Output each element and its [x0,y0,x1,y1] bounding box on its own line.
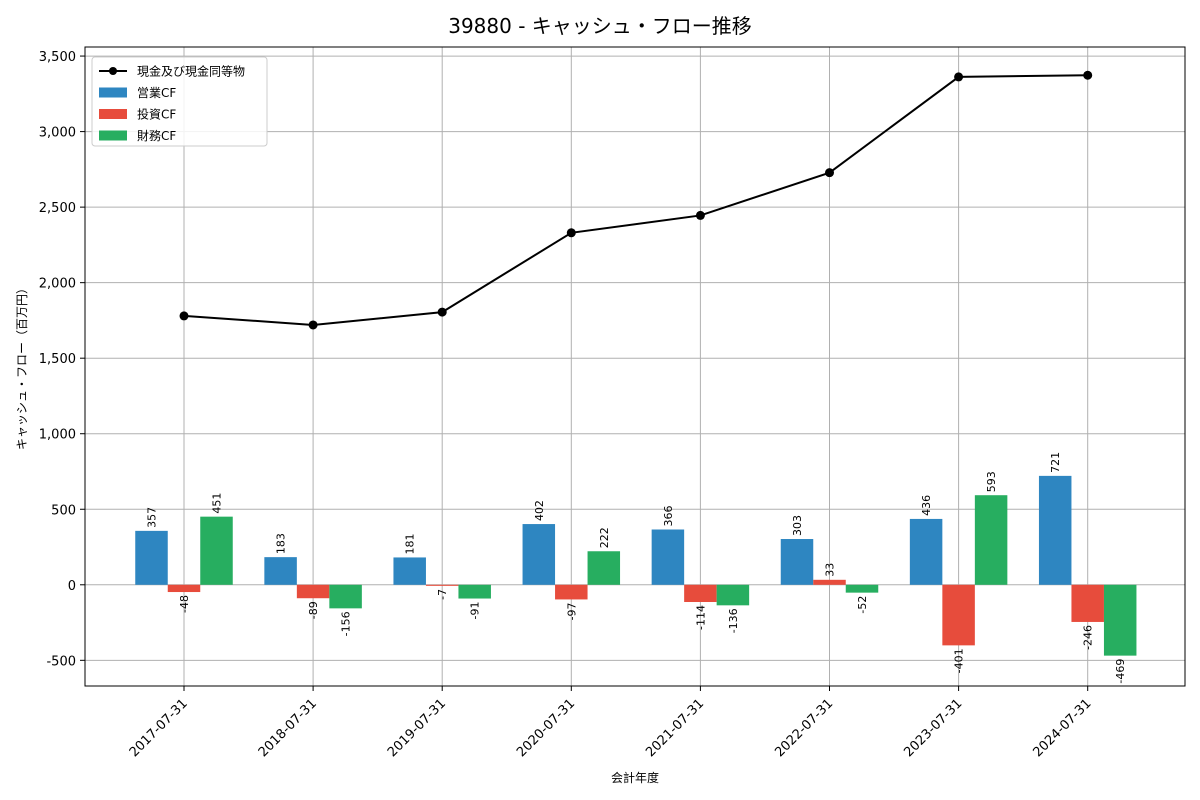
bar-営業CF [1038,475,1072,585]
bar-財務CF [587,551,621,585]
bar-value-label: 593 [985,471,998,492]
bar-value-label: 357 [146,507,159,528]
bar-営業CF [909,518,943,585]
bar-営業CF [780,539,814,585]
legend-swatch-営業CF [99,87,127,98]
x-tick-label: 2023-07-31 [901,696,965,760]
bar-財務CF [200,516,233,585]
y-axis-label: キャッシュ・フロー（百万円） [15,282,29,450]
bar-財務CF [1103,584,1137,656]
bar-value-label: 33 [824,563,837,577]
bar-営業CF [135,530,168,585]
bar-投資CF [942,584,975,646]
bar-value-label: 402 [533,500,546,521]
bar-labels-group: 357 183 181 402 366 303 436 721 -48 -89 -7 -97 -114 3… [146,452,1128,684]
bar-value-label: 366 [662,505,675,526]
y-tick-label: 500 [51,503,76,518]
y-tick-label: 2,500 [39,201,76,216]
bar-投資CF [425,584,459,586]
legend-label: 現金及び現金同等物 [137,64,245,79]
legend-swatch-marker [109,67,117,75]
bar-value-label: -48 [178,595,191,613]
bar-財務CF [716,584,750,606]
x-tick-label: 2021-07-31 [643,696,707,760]
bar-value-label: -114 [694,605,707,630]
bar-営業CF [264,557,297,585]
cash-balance-point [695,210,705,220]
bar-value-label: 222 [598,527,611,548]
bars-group [135,475,1137,656]
bar-value-label: -52 [856,596,869,614]
bar-value-label: -97 [565,602,578,620]
plot-frame [84,46,1186,687]
y-tick-label: 3,000 [39,126,76,141]
cash-balance-point [825,168,834,178]
bar-財務CF [329,584,362,609]
bar-value-label: 303 [791,515,804,536]
y-tick-label: 3,500 [39,50,76,65]
line-series-group [179,70,1093,330]
bar-value-label: -7 [436,589,449,600]
bar-営業CF [651,529,685,585]
bar-value-label: -246 [1082,625,1095,650]
x-axis-label: 会計年度 [611,770,659,785]
x-tick-label: 2019-07-31 [385,696,449,760]
bar-value-label: -91 [469,602,482,620]
cash-balance-point [1083,70,1093,80]
cash-balance-point [566,228,576,238]
x-axis-ticks: 2017-07-31 2018-07-31 2019-07-31 2020-07-31… [127,686,1095,760]
bar-value-label: -469 [1114,659,1127,684]
y-axis-ticks: -500 0 500 1,000 1,500 2,000 2,500 3,000 3,500 [39,50,85,669]
bar-value-label: 183 [275,533,288,554]
grid-lines [85,47,1185,686]
bar-投資CF [167,584,201,593]
x-tick-label: 2020-07-31 [514,696,578,760]
legend-label: 投資CF [137,107,176,122]
bar-投資CF [813,579,846,585]
x-tick-label: 2022-07-31 [772,696,836,760]
bar-投資CF [1071,584,1104,622]
y-tick-label: 2,000 [39,277,76,292]
bar-value-label: -136 [727,608,740,633]
bar-営業CF [522,524,556,585]
x-tick-label: 2024-07-31 [1030,696,1094,760]
legend-swatch-投資CF [99,109,127,119]
y-tick-label: 0 [68,579,76,594]
legend-label: 財務CF [137,128,176,143]
bar-value-label: 436 [920,495,933,516]
legend-box [91,56,268,147]
bar-財務CF [974,495,1008,585]
bar-value-label: -89 [307,601,320,619]
cash-balance-point [437,307,447,317]
y-tick-label: 1,000 [39,428,76,443]
bar-value-label: 181 [404,533,417,554]
chart-title: 39880 - キャッシュ・フロー推移 [448,14,752,38]
bar-財務CF [458,584,491,599]
bar-value-label: -401 [953,648,966,673]
bar-投資CF [555,584,588,600]
cash-balance-point [179,311,189,321]
cash-balance-point [308,320,318,330]
bar-value-label: 721 [1049,452,1062,473]
x-tick-label: 2018-07-31 [256,696,320,760]
bar-財務CF [845,584,879,593]
x-tick-label: 2017-07-31 [127,696,191,760]
cash-balance-point [954,72,964,82]
legend-swatch-財務CF [99,130,127,141]
bar-投資CF [684,584,717,603]
bar-value-label: 451 [211,493,224,514]
cash-balance-line [183,74,1088,326]
y-tick-label: -500 [46,654,76,669]
bar-投資CF [296,584,330,599]
bar-value-label: -156 [340,611,353,636]
y-tick-label: 1,500 [39,352,76,367]
bar-営業CF [393,557,426,585]
legend-label: 営業CF [137,86,176,100]
